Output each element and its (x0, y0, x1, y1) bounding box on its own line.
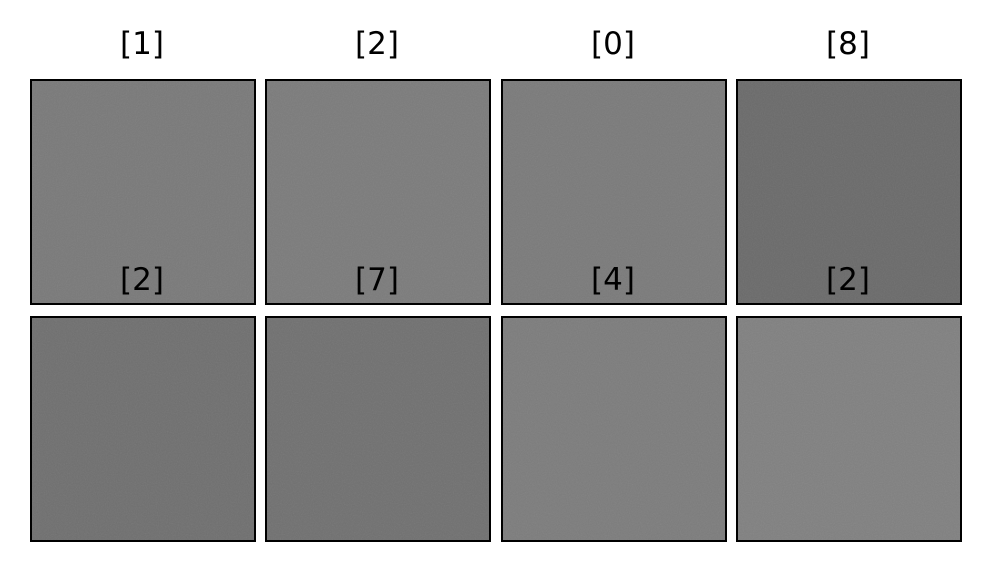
noise-image (267, 81, 489, 303)
noise-tile (265, 79, 491, 305)
noise-image (503, 81, 725, 303)
tile-label: [2] (120, 262, 164, 298)
tile-label: [2] (355, 26, 399, 62)
noise-tile (501, 316, 727, 542)
tile-label: [4] (591, 262, 635, 298)
noise-tile (501, 79, 727, 305)
noise-tile (265, 316, 491, 542)
tile-label: [8] (826, 26, 870, 62)
tile-grain (32, 81, 254, 303)
tile-grain (738, 81, 960, 303)
noise-tile (736, 79, 962, 305)
tile-grain (267, 318, 489, 540)
noise-tile (736, 316, 962, 542)
tile-grain (738, 318, 960, 540)
tile-label: [0] (591, 26, 635, 62)
tile-label: [2] (826, 262, 870, 298)
noise-image (267, 318, 489, 540)
tile-grain (32, 318, 254, 540)
noise-tile (30, 79, 256, 305)
tile-grain (267, 81, 489, 303)
noise-image (32, 318, 254, 540)
tile-label: [7] (355, 262, 399, 298)
noise-image (32, 81, 254, 303)
noise-image (503, 318, 725, 540)
noise-image (738, 318, 960, 540)
noise-image (738, 81, 960, 303)
tile-grain (503, 318, 725, 540)
noise-tile (30, 316, 256, 542)
tile-grain (503, 81, 725, 303)
tile-label: [1] (120, 26, 164, 62)
